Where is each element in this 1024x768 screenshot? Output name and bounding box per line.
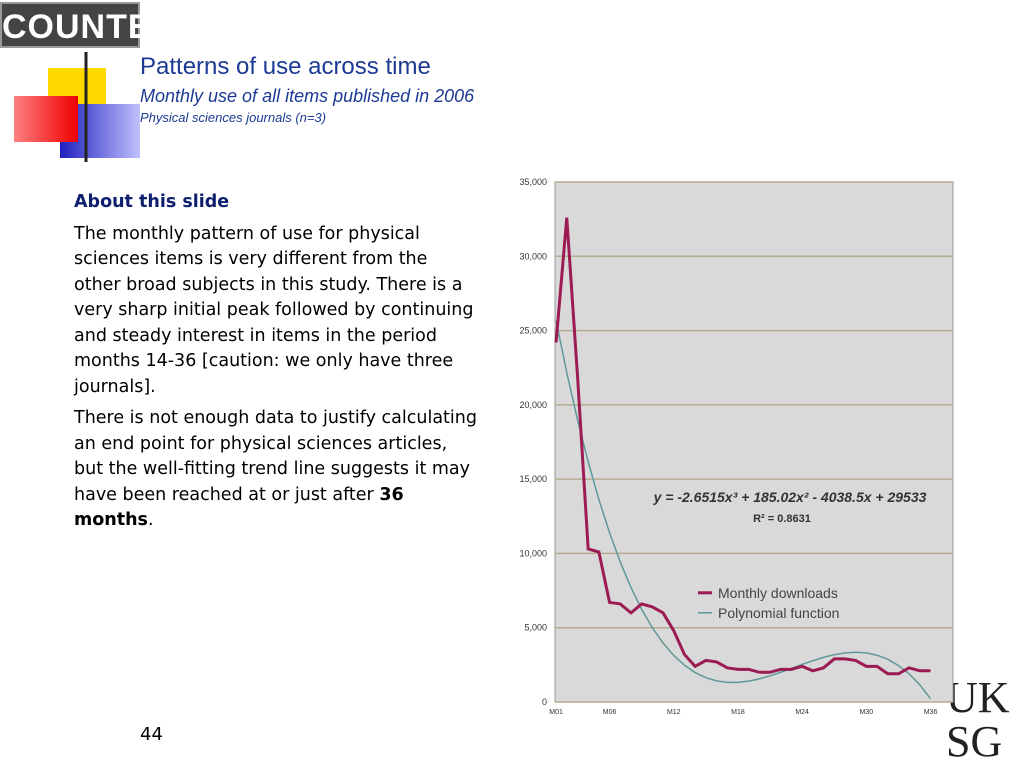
square	[14, 96, 78, 142]
chart: 0 5,000 10,000 15,000 20,000 25,000 30,000 35,0…	[519, 177, 954, 716]
paragraph: The monthly pattern of use for physical …	[74, 223, 474, 397]
page-number: 44	[140, 724, 163, 745]
y-tick-label: 15,000	[519, 474, 547, 484]
y-tick-label: 30,000	[519, 251, 547, 261]
y-tick-label: 10,000	[519, 548, 547, 558]
y-tick-label: 25,000	[519, 326, 547, 336]
text: SG	[946, 717, 1003, 766]
legend-label: Polynomial function	[718, 605, 839, 621]
text: 36 months	[74, 484, 404, 531]
subtitle: Monthly use of all items published in 20…	[140, 86, 475, 106]
x-tick-label: M24	[795, 709, 809, 716]
corner-logo: UK SG	[946, 676, 1010, 764]
y-tick-label: 20,000	[519, 400, 547, 410]
x-tick-label: M36	[924, 709, 938, 716]
text: .	[147, 510, 154, 530]
legend-label: Monthly downloads	[718, 585, 838, 601]
y-tick-label: 5,000	[524, 623, 547, 633]
text: There is not enough data to justify calc…	[74, 408, 477, 505]
x-tick-label: M30	[860, 709, 874, 716]
x-tick-label: M18	[731, 709, 745, 716]
y-tick-label: 0	[542, 697, 547, 707]
heading: About this slide	[74, 192, 230, 212]
x-tick-label: M12	[667, 709, 681, 716]
annotation: R² = 0.8631	[753, 513, 811, 525]
decoration	[14, 52, 940, 162]
text: UK	[946, 673, 1010, 722]
title: Patterns of use across time	[140, 53, 431, 80]
paragraph: There is not enough data to justify calc…	[74, 406, 479, 534]
y-tick-label: 35,000	[519, 177, 547, 187]
logo: COUNTER	[0, 2, 176, 48]
series-line	[554, 217, 931, 676]
x-tick-label: M01	[549, 709, 563, 716]
x-tick-label: M06	[603, 709, 617, 716]
annotation: y = -2.6515x³ + 185.02x² - 4038.5x + 295…	[653, 489, 927, 505]
plot-area	[554, 181, 954, 703]
series-line	[555, 320, 932, 700]
subsubtitle: Physical sciences journals (n=3)	[140, 110, 327, 125]
text-body: About this slide The monthly pattern of …	[74, 190, 479, 540]
